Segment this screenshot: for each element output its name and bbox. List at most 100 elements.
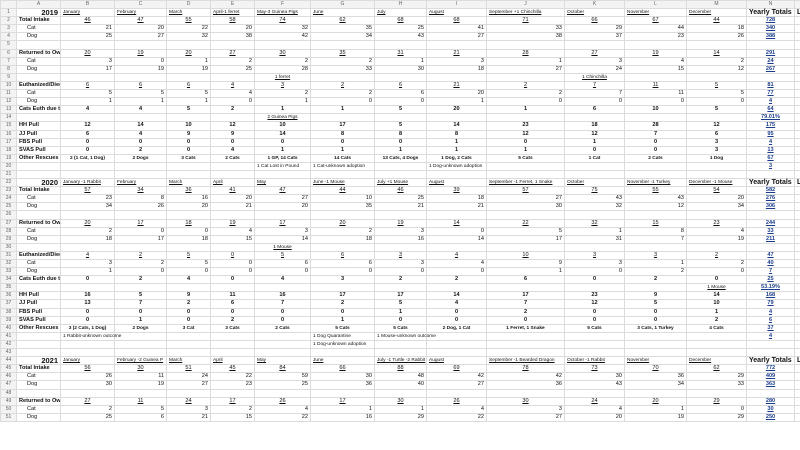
cell[interactable]	[564, 388, 625, 398]
row-label[interactable]: JJ Pull	[16, 129, 61, 139]
note-cell[interactable]: 1 Cat Lost in Pound	[254, 161, 311, 171]
data-cell[interactable]: 26	[60, 372, 115, 382]
row-header[interactable]: 45	[0, 364, 17, 374]
live-release-header[interactable]: Live Release Rate	[794, 178, 800, 188]
row-label[interactable]: Dog	[16, 97, 61, 107]
data-cell[interactable]: 16	[310, 412, 375, 422]
cell[interactable]	[746, 388, 795, 398]
yearly-total-cell[interactable]: 280	[746, 396, 795, 406]
cell[interactable]	[310, 242, 375, 252]
data-cell[interactable]: 20	[166, 202, 211, 212]
cell[interactable]	[794, 202, 800, 212]
cell[interactable]	[564, 331, 625, 341]
cell[interactable]	[794, 372, 800, 382]
data-cell[interactable]: 10	[310, 194, 375, 204]
cell[interactable]	[374, 161, 427, 171]
data-cell[interactable]: 18	[426, 64, 487, 74]
cell[interactable]	[210, 283, 255, 293]
column-header[interactable]: C	[114, 0, 167, 10]
cell[interactable]	[624, 388, 687, 398]
data-cell[interactable]: 20	[254, 202, 311, 212]
row-header[interactable]: 48	[0, 388, 17, 398]
cell[interactable]	[794, 331, 800, 341]
month-header[interactable]: May-3 Guinea Pigs	[254, 8, 311, 18]
row-header[interactable]: 24	[0, 194, 17, 204]
data-cell[interactable]: 30	[114, 364, 167, 374]
cell[interactable]	[794, 64, 800, 74]
cell[interactable]	[486, 161, 565, 171]
data-cell[interactable]: 2 Cats	[624, 153, 687, 163]
rate-cell[interactable]: 53.19%	[746, 283, 795, 293]
cell[interactable]	[374, 283, 427, 293]
data-cell[interactable]: 5	[624, 299, 687, 309]
data-cell[interactable]: 3 Cats, 1 Turkey	[624, 323, 687, 333]
data-cell[interactable]: 10	[486, 250, 565, 261]
data-cell[interactable]: 20	[686, 194, 747, 204]
data-cell[interactable]: 7	[486, 299, 565, 309]
data-cell[interactable]: 0	[486, 137, 565, 147]
cell[interactable]	[60, 283, 115, 293]
data-cell[interactable]: 5	[166, 89, 211, 99]
data-cell[interactable]: 4	[426, 258, 487, 269]
cell[interactable]	[114, 210, 167, 220]
data-cell[interactable]: 0	[310, 307, 375, 317]
data-cell[interactable]: 27	[426, 32, 487, 42]
data-cell[interactable]: 62	[310, 16, 375, 26]
cell[interactable]	[624, 72, 687, 82]
data-cell[interactable]: 0	[60, 307, 115, 317]
rate-cell[interactable]: 79.01%	[746, 113, 795, 123]
data-cell[interactable]: 2	[310, 226, 375, 236]
data-cell[interactable]: 7	[624, 234, 687, 244]
data-cell[interactable]: 27	[426, 380, 487, 390]
row-label[interactable]: Cat	[16, 56, 61, 66]
data-cell[interactable]: 4	[114, 105, 167, 115]
note-cell[interactable]: 1 Chinchilla	[564, 72, 625, 82]
cell[interactable]	[210, 210, 255, 220]
month-header[interactable]: December	[686, 356, 747, 366]
data-cell[interactable]: 0	[210, 250, 255, 261]
cell[interactable]	[16, 348, 61, 358]
data-cell[interactable]: 3 (2 Cats, 1 Dog)	[60, 323, 115, 333]
cell[interactable]	[564, 348, 625, 358]
yearly-total-cell[interactable]: 291	[746, 48, 795, 58]
yearly-total-cell[interactable]: 3	[746, 161, 795, 171]
data-cell[interactable]: 0	[254, 137, 311, 147]
data-cell[interactable]: 30	[310, 372, 375, 382]
cell[interactable]	[210, 72, 255, 82]
cell[interactable]	[166, 242, 211, 252]
data-cell[interactable]: 22	[426, 412, 487, 422]
row-label[interactable]: Cat	[16, 404, 61, 414]
rate-cell[interactable]: 291	[794, 283, 800, 293]
data-cell[interactable]: 17	[486, 291, 565, 301]
data-cell[interactable]: 10	[166, 121, 211, 131]
cell[interactable]	[60, 339, 115, 350]
data-cell[interactable]: 2	[686, 315, 747, 325]
data-cell[interactable]: 2 Dogs	[114, 153, 167, 163]
cell[interactable]	[166, 388, 211, 398]
cell[interactable]	[686, 113, 747, 123]
data-cell[interactable]: 20	[210, 194, 255, 204]
data-cell[interactable]: 1	[374, 145, 427, 155]
data-cell[interactable]: 32	[564, 218, 625, 228]
month-header[interactable]: November	[624, 8, 687, 18]
data-cell[interactable]: 9	[624, 291, 687, 301]
rate-cell[interactable]: 62.50%	[794, 275, 800, 285]
data-cell[interactable]: 17	[114, 218, 167, 228]
data-cell[interactable]: 5	[374, 105, 427, 115]
month-header[interactable]: September -1 Ferret, 1 Snake	[486, 178, 565, 188]
data-cell[interactable]: 21	[210, 202, 255, 212]
data-cell[interactable]: 12	[564, 299, 625, 309]
cell[interactable]	[166, 169, 211, 180]
cell[interactable]	[254, 40, 311, 50]
note-cell[interactable]: 1 Rabbit-unknown outcome	[60, 331, 121, 341]
row-header[interactable]: 9	[0, 72, 17, 82]
cell[interactable]	[486, 283, 565, 293]
column-header[interactable]: J	[486, 0, 565, 10]
data-cell[interactable]: 24	[564, 64, 625, 74]
data-cell[interactable]: 2	[426, 275, 487, 285]
data-cell[interactable]: 4	[60, 105, 115, 115]
data-cell[interactable]: 18	[564, 121, 625, 131]
cell[interactable]	[60, 40, 115, 50]
data-cell[interactable]: 0	[686, 275, 747, 285]
data-cell[interactable]: 4	[426, 250, 487, 261]
